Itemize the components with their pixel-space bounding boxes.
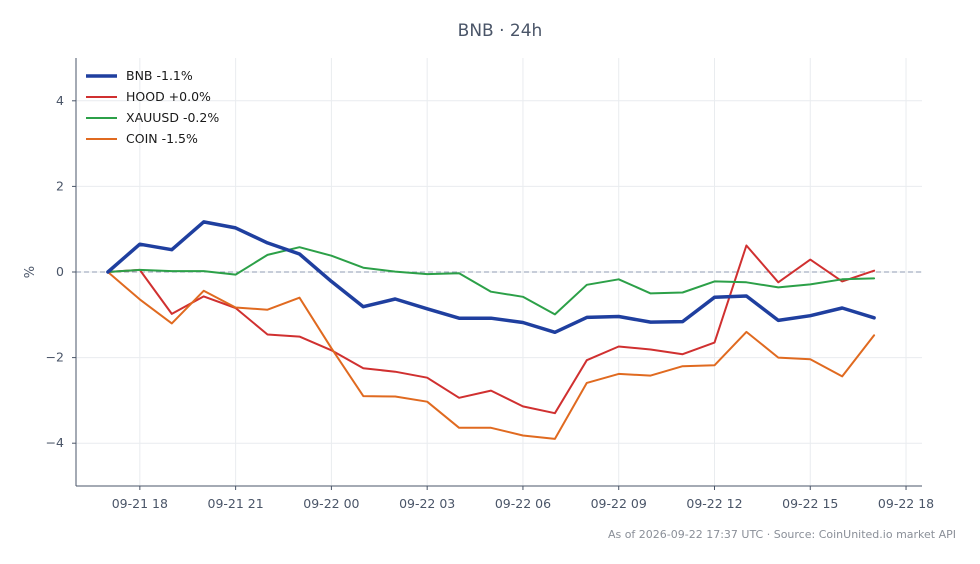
x-tick-label: 09-22 00 xyxy=(303,496,359,511)
x-tick-label: 09-22 03 xyxy=(399,496,455,511)
x-tick-label: 09-22 12 xyxy=(686,496,742,511)
series-line-coin xyxy=(106,271,876,440)
series-line-hood xyxy=(106,244,876,415)
x-tick-label: 09-22 15 xyxy=(782,496,838,511)
y-tick-label: 2 xyxy=(56,178,64,193)
y-axis-label: % xyxy=(23,266,38,278)
chart-title: BNB · 24h xyxy=(458,21,543,41)
series-lines xyxy=(106,220,876,440)
x-tick-label: 09-21 18 xyxy=(112,496,168,511)
source-note: As of 2026-09-22 17:37 UTC · Source: Coi… xyxy=(608,528,956,541)
legend-item-xauusd: XAUUSD -0.2% xyxy=(86,110,219,125)
x-tick-label: 09-22 06 xyxy=(495,496,551,511)
legend-label: HOOD +0.0% xyxy=(126,89,211,104)
legend: BNB -1.1% HOOD +0.0% XAUUSD -0.2% COIN -1.5… xyxy=(86,68,219,146)
legend-item-coin: COIN -1.5% xyxy=(86,131,198,146)
y-tick-label: 0 xyxy=(56,264,64,279)
legend-label: COIN -1.5% xyxy=(126,131,198,146)
x-tick-label: 09-22 09 xyxy=(591,496,647,511)
series-line-xauusd xyxy=(106,246,876,316)
legend-label: XAUUSD -0.2% xyxy=(126,110,219,125)
x-tick-label: 09-22 18 xyxy=(878,496,934,511)
axes: −4 −2 0 2 4 09-21 18 09-21 21 09-22 00 09-22 03 0… xyxy=(46,58,934,511)
legend-item-hood: HOOD +0.0% xyxy=(86,89,211,104)
legend-label: BNB -1.1% xyxy=(126,68,193,83)
x-tick-label: 09-21 21 xyxy=(208,496,264,511)
legend-item-bnb: BNB -1.1% xyxy=(86,68,193,83)
y-tick-label: −4 xyxy=(46,435,64,450)
series-line-bnb xyxy=(106,220,876,335)
y-tick-label: 4 xyxy=(56,93,64,108)
y-tick-label: −2 xyxy=(46,350,64,365)
